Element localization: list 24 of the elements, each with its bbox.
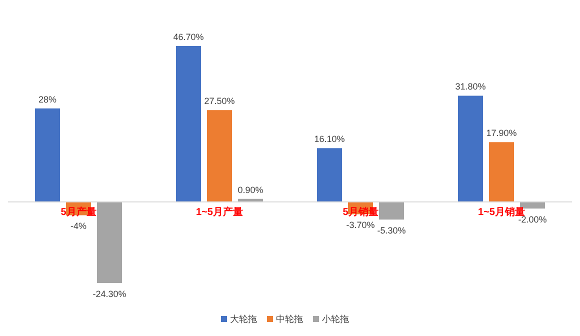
bar bbox=[379, 202, 404, 220]
bar bbox=[207, 110, 232, 202]
data-label: 46.70% bbox=[173, 32, 204, 42]
data-label: 27.50% bbox=[204, 96, 235, 106]
legend-label: 小轮拖 bbox=[322, 314, 349, 324]
bar bbox=[489, 142, 514, 202]
data-label: -4% bbox=[70, 221, 87, 232]
legend-label: 中轮拖 bbox=[276, 314, 303, 324]
x-tick-label: 1~5月产量 bbox=[196, 206, 243, 218]
bar bbox=[176, 46, 201, 202]
data-label: 16.10% bbox=[314, 134, 345, 144]
data-label: 28% bbox=[38, 94, 57, 104]
bar bbox=[35, 108, 60, 202]
bar bbox=[97, 202, 122, 283]
bar bbox=[458, 96, 483, 202]
legend-label: 大轮拖 bbox=[230, 314, 257, 324]
data-label: -3.70% bbox=[346, 220, 375, 230]
data-label: -2.00% bbox=[518, 214, 547, 225]
data-label: 31.80% bbox=[455, 82, 486, 92]
data-label: 0.90% bbox=[238, 184, 264, 195]
data-label: -5.30% bbox=[377, 226, 406, 236]
bar bbox=[317, 148, 342, 202]
data-label: 17.90% bbox=[486, 128, 517, 138]
data-label: -24.30% bbox=[92, 289, 126, 299]
